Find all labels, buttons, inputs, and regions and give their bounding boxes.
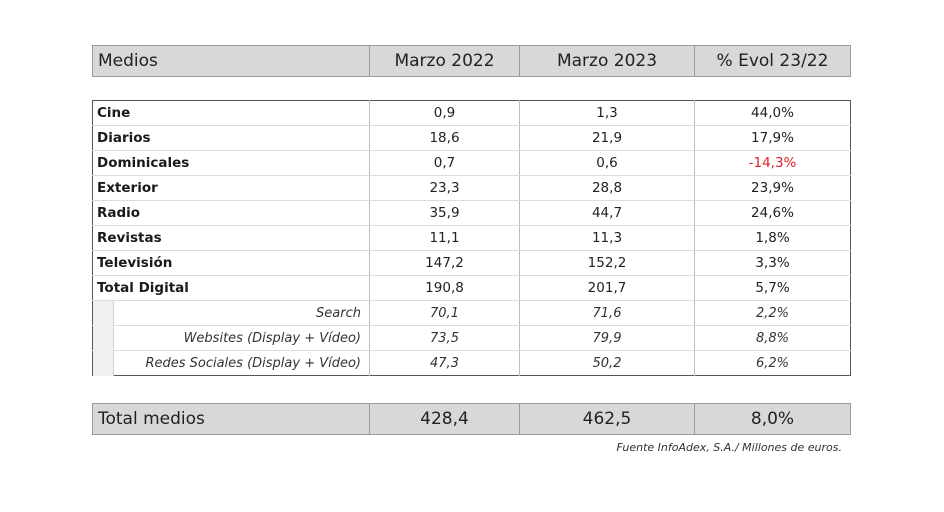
total-label: Total medios: [92, 403, 370, 435]
row-2023: 0,6: [519, 150, 695, 176]
row-2023: 44,7: [519, 200, 695, 226]
row-2022: 23,3: [369, 175, 520, 201]
total-evol: 8,0%: [694, 403, 851, 435]
row-2022: 190,8: [369, 275, 520, 301]
row-evol: 44,0%: [694, 100, 851, 126]
total-2022: 428,4: [369, 403, 520, 435]
row-2023: 11,3: [519, 225, 695, 251]
row-name: Televisión: [92, 250, 370, 276]
row-2022: 0,7: [369, 150, 520, 176]
table-row: Televisión 147,2 152,2 3,3%: [92, 250, 851, 276]
indent-block: [93, 326, 114, 351]
header-marzo-2022: Marzo 2022: [369, 45, 520, 77]
subrow-2022: 70,1: [369, 300, 520, 326]
row-evol: 1,8%: [694, 225, 851, 251]
row-name: Exterior: [92, 175, 370, 201]
subrow-2022: 73,5: [369, 325, 520, 351]
table-row: Exterior 23,3 28,8 23,9%: [92, 175, 851, 201]
table-row: Revistas 11,1 11,3 1,8%: [92, 225, 851, 251]
row-evol: 17,9%: [694, 125, 851, 151]
row-2023: 152,2: [519, 250, 695, 276]
subrow-2023: 71,6: [519, 300, 695, 326]
row-evol: 5,7%: [694, 275, 851, 301]
row-2023: 201,7: [519, 275, 695, 301]
table-row: Cine 0,9 1,3 44,0%: [92, 100, 851, 126]
table-subrow: Websites (Display + Vídeo) 73,5 79,9 8,8…: [92, 325, 851, 351]
row-name: Cine: [92, 100, 370, 126]
row-2022: 147,2: [369, 250, 520, 276]
total-row: Total medios 428,4 462,5 8,0%: [92, 403, 851, 435]
row-evol: 23,9%: [694, 175, 851, 201]
subrow-2023: 50,2: [519, 350, 695, 376]
table-row: Dominicales 0,7 0,6 -14,3%: [92, 150, 851, 176]
row-2022: 35,9: [369, 200, 520, 226]
row-2022: 0,9: [369, 100, 520, 126]
row-name: Diarios: [92, 125, 370, 151]
indent-block: [93, 351, 114, 376]
indent-block: [93, 301, 114, 326]
row-name: Total Digital: [92, 275, 370, 301]
subrow-name-cell: Search: [92, 300, 370, 326]
row-evol-negative: -14,3%: [694, 150, 851, 176]
total-2023: 462,5: [519, 403, 695, 435]
row-evol: 3,3%: [694, 250, 851, 276]
row-name: Revistas: [92, 225, 370, 251]
subrow-evol: 2,2%: [694, 300, 851, 326]
row-2022: 11,1: [369, 225, 520, 251]
subrow-name: Redes Sociales (Display + Vídeo): [145, 355, 361, 371]
table-row: Radio 35,9 44,7 24,6%: [92, 200, 851, 226]
header-row-table: Medios Marzo 2022 Marzo 2023 % Evol 23/2…: [92, 45, 851, 77]
header-evol: % Evol 23/22: [694, 45, 851, 77]
subrow-name-cell: Redes Sociales (Display + Vídeo): [92, 350, 370, 376]
header-marzo-2023: Marzo 2023: [519, 45, 695, 77]
media-table: Cine 0,9 1,3 44,0% Diarios 18,6 21,9 17,…: [92, 100, 851, 376]
table-subrow: Redes Sociales (Display + Vídeo) 47,3 50…: [92, 350, 851, 376]
subrow-name: Websites (Display + Vídeo): [183, 330, 361, 346]
row-2023: 28,8: [519, 175, 695, 201]
subrow-name: Search: [316, 305, 361, 321]
source-note: Fuente InfoAdex, S.A./ Millones de euros…: [616, 441, 843, 454]
row-2023: 1,3: [519, 100, 695, 126]
subrow-evol: 6,2%: [694, 350, 851, 376]
subrow-name-cell: Websites (Display + Vídeo): [92, 325, 370, 351]
table-row: Diarios 18,6 21,9 17,9%: [92, 125, 851, 151]
row-name: Radio: [92, 200, 370, 226]
total-row-table: Total medios 428,4 462,5 8,0%: [92, 403, 851, 435]
subrow-2023: 79,9: [519, 325, 695, 351]
table-subrow: Search 70,1 71,6 2,2%: [92, 300, 851, 326]
row-2023: 21,9: [519, 125, 695, 151]
row-2022: 18,6: [369, 125, 520, 151]
subrow-2022: 47,3: [369, 350, 520, 376]
row-name: Dominicales: [92, 150, 370, 176]
row-evol: 24,6%: [694, 200, 851, 226]
subrow-evol: 8,8%: [694, 325, 851, 351]
header-row: Medios Marzo 2022 Marzo 2023 % Evol 23/2…: [92, 45, 851, 77]
table-row: Total Digital 190,8 201,7 5,7%: [92, 275, 851, 301]
header-medios: Medios: [92, 45, 370, 77]
